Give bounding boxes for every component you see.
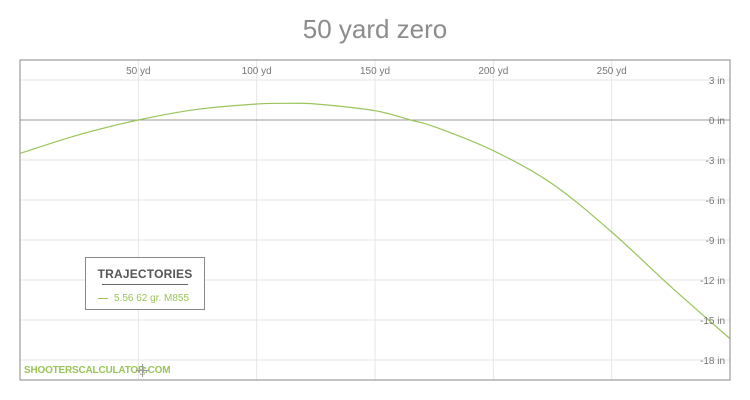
chart-title: 50 yard zero <box>302 14 448 44</box>
legend-item-label: 5.56 62 gr. M855 <box>114 293 190 304</box>
move-icon[interactable] <box>136 364 149 377</box>
grid-lines <box>20 60 730 380</box>
x-tick-label: 100 yd <box>242 66 272 77</box>
y-tick-label: 0 in <box>709 116 725 127</box>
legend-swatch <box>98 297 108 299</box>
tick-labels: 50 yd 100 yd 150 yd 200 yd 250 yd 3 in 0 in -3 … <box>126 66 725 367</box>
y-tick-label: -3 in <box>706 156 725 167</box>
legend-title: TRAJECTORIES <box>97 267 193 281</box>
y-tick-label: -18 in <box>700 356 725 367</box>
legend-divider <box>102 284 188 285</box>
series-line[interactable] <box>20 102 730 340</box>
y-tick-label: -15 in <box>700 316 725 327</box>
y-tick-label: -6 in <box>706 196 725 207</box>
x-tick-label: 150 yd <box>360 66 390 77</box>
x-tick-label: 200 yd <box>478 66 508 77</box>
x-tick-label: 250 yd <box>597 66 627 77</box>
y-tick-label: -9 in <box>706 236 725 247</box>
y-tick-label: 3 in <box>709 76 725 87</box>
y-tick-label: -12 in <box>700 276 725 287</box>
series-layer <box>20 102 730 340</box>
watermark: SHOOTERSCALCULATOR.COM <box>24 365 171 376</box>
x-tick-label: 50 yd <box>126 66 150 77</box>
legend-item[interactable]: 5.56 62 gr. M855 <box>98 293 204 304</box>
plot-frame <box>19 59 731 381</box>
legend: TRAJECTORIES 5.56 62 gr. M855 <box>85 257 205 310</box>
